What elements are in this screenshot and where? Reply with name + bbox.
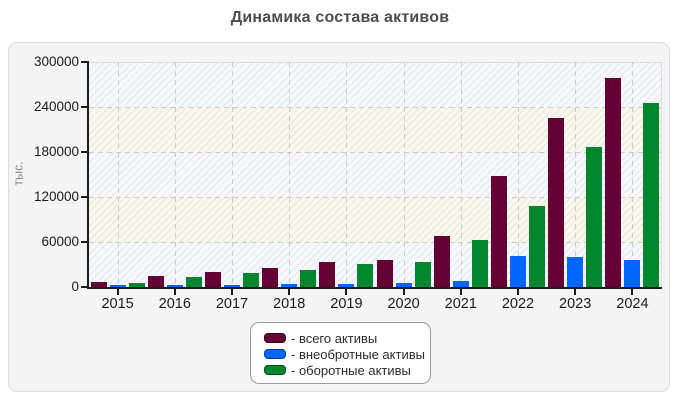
- x-tick-label-2017: 2017: [215, 296, 249, 312]
- y-tick-mark-180000: [81, 151, 87, 153]
- legend-swatch-total: [264, 333, 286, 343]
- x-tick-mark-2022: [517, 289, 519, 295]
- v-gridline-2017: [232, 62, 233, 287]
- bar-noncurrent-2019: [338, 284, 354, 287]
- x-tick-mark-2017: [231, 289, 233, 295]
- bar-noncurrent-2016: [167, 285, 183, 287]
- bar-current-2017: [243, 273, 259, 287]
- v-gridline-2019: [346, 62, 348, 287]
- bar-total-2017: [205, 272, 221, 287]
- y-tick-mark-240000: [81, 106, 87, 108]
- bar-current-2016: [186, 277, 202, 287]
- bar-current-2022: [529, 206, 545, 287]
- bar-current-2018: [300, 270, 316, 287]
- y-tick-label-300000: 300000: [33, 54, 79, 69]
- plot-area: [89, 62, 662, 288]
- legend-label-total: - всего активы: [291, 330, 378, 346]
- y-tick-label-120000: 120000: [33, 189, 79, 204]
- legend-label-noncurrent: - внеобротные активы: [291, 346, 425, 362]
- x-tick-mark-2016: [173, 289, 176, 295]
- bar-noncurrent-2017: [224, 285, 240, 287]
- h-gridline-120000: [89, 197, 661, 198]
- chart-title: Динамика состава активов: [230, 9, 450, 26]
- bar-current-2015: [129, 283, 145, 287]
- v-gridline-2023: [575, 62, 577, 287]
- legend-item-current: - оборотные активы: [264, 362, 430, 378]
- bar-total-2023: [548, 118, 564, 287]
- bar-total-2018: [262, 268, 278, 287]
- x-tick-label-2022: 2022: [501, 296, 535, 312]
- y-tick-mark-60000: [81, 241, 87, 243]
- legend-label-current: - оборотные активы: [291, 362, 411, 378]
- x-tick-mark-2019: [345, 289, 348, 295]
- v-gridline-2024: [632, 62, 634, 287]
- y-tick-mark-300000: [81, 61, 87, 63]
- y-tick-mark-0: [81, 286, 87, 288]
- bar-current-2023: [586, 147, 602, 287]
- bar-noncurrent-2023: [567, 257, 583, 287]
- x-tick-label-2015: 2015: [101, 296, 134, 312]
- bar-current-2024: [643, 103, 659, 287]
- bar-total-2016: [148, 276, 164, 287]
- bar-noncurrent-2020: [396, 283, 412, 287]
- y-axis-line: [87, 61, 89, 289]
- x-tick-mark-2018: [288, 289, 291, 295]
- bar-noncurrent-2018: [281, 284, 297, 287]
- y-tick-label-180000: 180000: [33, 144, 79, 159]
- x-tick-label-2019: 2019: [330, 296, 363, 312]
- v-gridline-2018: [289, 62, 291, 287]
- legend-swatch-noncurrent: [264, 349, 286, 359]
- y-tick-label-60000: 60000: [41, 234, 79, 249]
- x-tick-label-2023: 2023: [559, 296, 592, 312]
- v-gridline-2016: [174, 62, 176, 287]
- x-tick-label-2021: 2021: [444, 296, 477, 312]
- bar-current-2019: [357, 264, 373, 287]
- h-gridline-240000: [89, 107, 661, 108]
- v-gridline-2021: [460, 62, 462, 287]
- v-gridline-2022: [518, 62, 519, 287]
- x-tick-label-2024: 2024: [616, 296, 649, 312]
- h-gridline-60000: [89, 242, 661, 243]
- bar-noncurrent-2024: [624, 260, 640, 287]
- chart-panel: тыс. 0 60000 120000 180000 240000 300000 2015…: [8, 42, 670, 392]
- legend: - всего активы - внеобротные активы - обор…: [250, 322, 431, 384]
- bar-noncurrent-2015: [110, 285, 126, 287]
- v-gridline-2020: [403, 62, 405, 287]
- x-tick-mark-2023: [574, 289, 577, 295]
- legend-swatch-current: [264, 365, 286, 375]
- bar-total-2022: [491, 176, 507, 287]
- x-tick-label-2016: 2016: [158, 296, 191, 312]
- x-tick-mark-2020: [402, 289, 405, 295]
- bar-total-2021: [434, 236, 450, 287]
- bar-total-2015: [91, 282, 107, 287]
- y-tick-label-0: 0: [71, 279, 79, 294]
- bar-current-2020: [415, 262, 431, 287]
- x-tick-mark-2024: [631, 289, 634, 295]
- v-gridline-2015: [117, 62, 119, 287]
- h-gridline-180000: [89, 152, 661, 153]
- x-tick-label-2018: 2018: [273, 296, 306, 312]
- x-tick-mark-2021: [459, 289, 462, 295]
- bar-noncurrent-2021: [453, 281, 469, 287]
- legend-item-noncurrent: - внеобротные активы: [264, 346, 430, 362]
- y-tick-label-240000: 240000: [33, 99, 79, 114]
- x-axis-line: [87, 287, 662, 289]
- x-tick-mark-2015: [116, 289, 119, 295]
- y-tick-mark-120000: [81, 196, 87, 198]
- bar-total-2019: [319, 262, 335, 287]
- bar-total-2020: [377, 260, 393, 287]
- x-tick-label-2020: 2020: [387, 296, 420, 312]
- legend-item-total: - всего активы: [264, 330, 430, 346]
- bar-total-2024: [605, 78, 621, 287]
- bar-current-2021: [472, 240, 488, 287]
- bar-noncurrent-2022: [510, 256, 526, 287]
